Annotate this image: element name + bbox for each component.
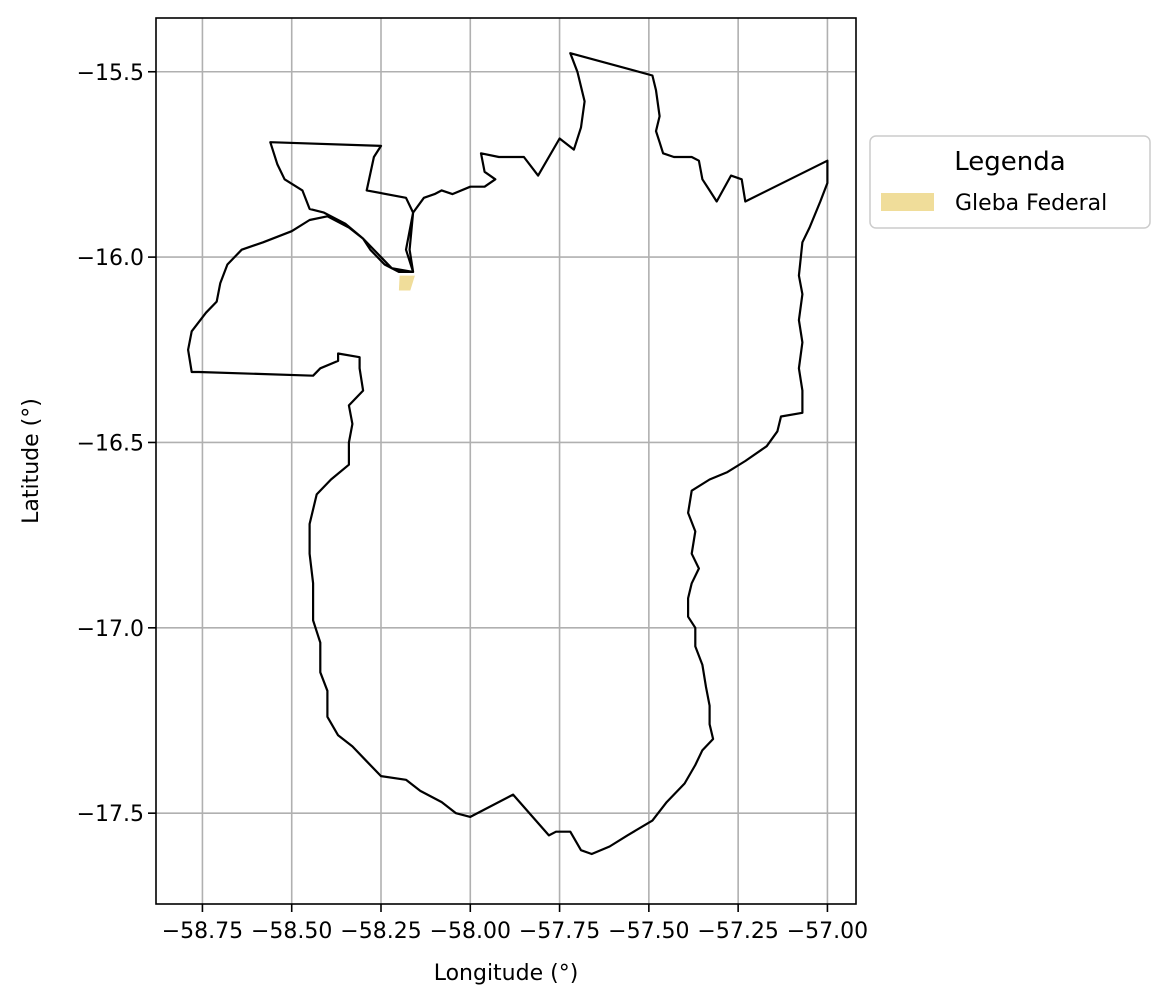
x-tick-label: −58.75: [162, 919, 243, 944]
legend-swatch-gleba-federal: [881, 193, 934, 211]
legend-title: Legenda: [954, 147, 1065, 177]
boundary-layer: [187, 52, 829, 856]
y-tick-label: −17.0: [77, 617, 144, 642]
legend-box: [869, 135, 1151, 229]
x-tick-label: −57.25: [697, 919, 778, 944]
municipality-boundary: [187, 52, 829, 856]
y-tick-label: −17.5: [77, 802, 144, 827]
y-tick-label: −16.5: [77, 431, 144, 456]
x-axis-label: Longitude (°): [434, 961, 579, 986]
x-tick-label: −58.25: [340, 919, 421, 944]
x-axis-ticks: −58.75 −58.50 −58.25 −58.00 −57.75 −57.50 −57.…: [162, 904, 868, 944]
x-tick-label: −58.00: [430, 919, 511, 944]
x-tick-label: −57.00: [787, 919, 868, 944]
legend-label-gleba-federal: Gleba Federal: [955, 191, 1107, 216]
y-axis-label: Latitude (°): [19, 398, 44, 524]
y-tick-label: −15.5: [77, 61, 144, 86]
legend: Legenda Gleba Federal: [869, 135, 1151, 229]
x-tick-label: −58.50: [251, 919, 332, 944]
feature-layer: [398, 275, 415, 291]
y-tick-label: −16.0: [77, 246, 144, 271]
x-tick-label: −57.50: [608, 919, 689, 944]
x-tick-label: −57.75: [519, 919, 600, 944]
plot-frame: [155, 17, 857, 905]
gleba-federal-area: [398, 275, 415, 291]
y-axis-ticks: −15.5 −16.0 −16.5 −17.0 −17.5: [77, 61, 156, 827]
